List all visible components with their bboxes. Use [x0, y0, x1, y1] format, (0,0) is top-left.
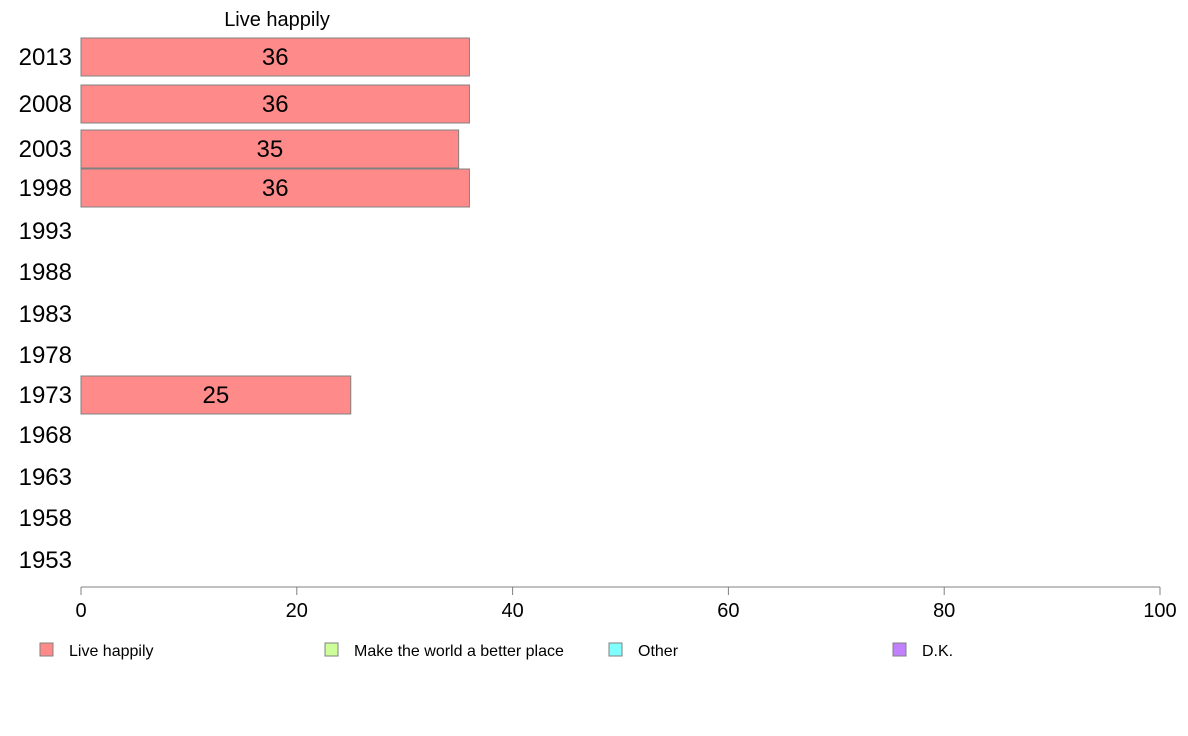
- x-tick-label: 40: [501, 600, 523, 622]
- bar-data-label: 36: [262, 175, 289, 202]
- bar: [80, 375, 352, 415]
- chart-title: Live happily: [224, 9, 330, 31]
- legend-label: Other: [638, 643, 679, 660]
- x-tick-label: 0: [75, 600, 86, 622]
- x-tick-label: 100: [1143, 600, 1176, 622]
- x-axis: 0 20 40 60 80 100: [75, 586, 1177, 622]
- legend-swatch: [608, 642, 623, 657]
- legend-swatch: [39, 642, 54, 657]
- y-tick-label: 1953: [19, 547, 72, 574]
- legend-swatch: [324, 642, 339, 657]
- bars-group: 36 36 35 36 25: [80, 37, 470, 415]
- legend-label: Live happily: [69, 643, 154, 660]
- bar-data-label: 36: [262, 44, 289, 71]
- y-tick-label: 1983: [19, 301, 72, 328]
- x-tick-label: 20: [286, 600, 308, 622]
- x-tick-label: 60: [717, 600, 739, 622]
- legend-label: Make the world a better place: [354, 643, 564, 660]
- bar-data-label: 25: [203, 382, 230, 409]
- bar: [80, 168, 470, 208]
- y-tick-label: 2013: [19, 44, 72, 71]
- y-tick-label: 1993: [19, 218, 72, 245]
- x-tick-label: 80: [933, 600, 955, 622]
- y-tick-label: 2008: [19, 91, 72, 118]
- y-tick-label: 1963: [19, 464, 72, 491]
- y-axis-labels: 2013 2008 2003 1998 1993 1988 1983 1978 1973 1968…: [19, 44, 72, 574]
- legend-label: D.K.: [922, 643, 953, 660]
- y-tick-label: 2003: [19, 136, 72, 163]
- y-tick-label: 1978: [19, 342, 72, 369]
- y-tick-label: 1998: [19, 175, 72, 202]
- legend: Live happily Make the world a better plac…: [39, 642, 953, 660]
- bar-data-label: 36: [262, 91, 289, 118]
- y-tick-label: 1973: [19, 382, 72, 409]
- legend-swatch: [892, 642, 907, 657]
- bar: [80, 84, 470, 124]
- y-tick-label: 1968: [19, 422, 72, 449]
- y-tick-label: 1988: [19, 259, 72, 286]
- y-tick-label: 1958: [19, 505, 72, 532]
- bar: [80, 129, 460, 169]
- bar-data-label: 35: [256, 136, 283, 163]
- bar: [80, 37, 470, 77]
